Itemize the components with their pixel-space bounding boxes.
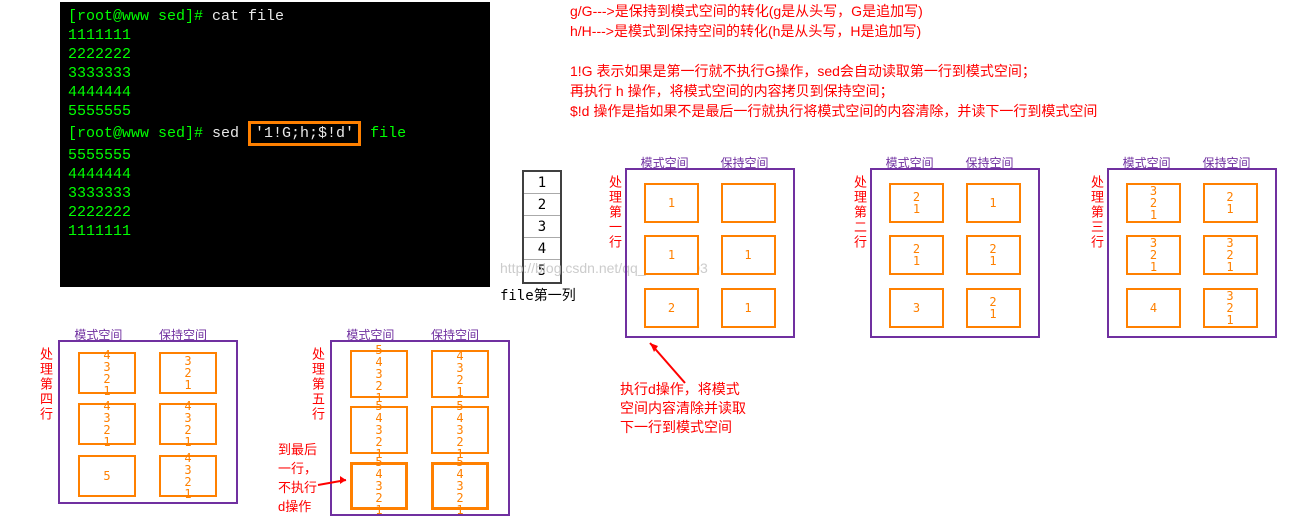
terminal: [root@www sed]# cat file 1111111 2222222… <box>60 2 490 287</box>
terminal-output: 3333333 <box>68 184 482 203</box>
terminal-line: [root@www sed]# cat file <box>68 7 482 26</box>
hold-space-cell: 321 <box>1203 235 1258 275</box>
pattern-space-cell: 21 <box>889 235 944 275</box>
step-vlabel: 处理第三行 <box>1087 175 1106 250</box>
hold-space-cell: 321 <box>159 352 217 394</box>
terminal-output: 1111111 <box>68 222 482 241</box>
step-panel: 模式空间保持空间处理第二行2112121321 <box>870 168 1040 338</box>
terminal-output: 4444444 <box>68 83 482 102</box>
step-vlabel: 处理第二行 <box>850 175 869 250</box>
note-line5: $!d 操作是指如果不是最后一行就执行将模式空间的内容清除，并读下一行到模式空间 <box>570 102 1097 121</box>
file-row: 3 <box>524 216 560 238</box>
step-vlabel: 处理第五行 <box>308 347 327 422</box>
pattern-space-cell: 2 <box>644 288 699 328</box>
terminal-output: 1111111 <box>68 26 482 45</box>
pattern-space-cell: 4321 <box>78 352 136 394</box>
step-panel: 模式空间保持空间处理第四行43213214321432154321 <box>58 340 238 504</box>
note-line2: h/H--->是模式到保持空间的转化(h是从头写，H是追加写) <box>570 22 921 41</box>
step-panel: 模式空间保持空间处理第一行11121 <box>625 168 795 338</box>
terminal-output: 4444444 <box>68 165 482 184</box>
hold-space-cell: 4321 <box>159 403 217 445</box>
hold-space-cell: 321 <box>1203 288 1258 328</box>
hold-space-cell: 54321 <box>431 462 489 510</box>
cmd: file <box>361 125 406 142</box>
prompt: [root@www sed]# <box>68 125 212 142</box>
pattern-space-header: 模式空间 <box>74 326 122 343</box>
terminal-line: [root@www sed]# sed '1!G;h;$!d' file <box>68 121 482 146</box>
pattern-space-cell: 4 <box>1126 288 1181 328</box>
hold-space-cell: 1 <box>721 288 776 328</box>
note-line3: 1!G 表示如果是第一行就不执行G操作，sed会自动读取第一行到模式空间； <box>570 62 1036 81</box>
pattern-space-cell: 5 <box>78 455 136 497</box>
pattern-space-header: 模式空间 <box>1123 154 1171 171</box>
terminal-output: 5555555 <box>68 146 482 165</box>
note-line4: 再执行 h 操作，将模式空间的内容拷贝到保持空间； <box>570 82 894 101</box>
d-note: 执行d操作，将模式 空间内容清除并读取 下一行到模式空间 <box>620 380 746 437</box>
hold-space-cell: 4321 <box>159 455 217 497</box>
pattern-space-cell: 3 <box>889 288 944 328</box>
hold-space-cell: 21 <box>966 288 1021 328</box>
hold-space-cell: 54321 <box>431 406 489 454</box>
hold-space-cell: 1 <box>966 183 1021 223</box>
hold-space-cell: 21 <box>966 235 1021 275</box>
cmd: sed <box>212 125 248 142</box>
hold-space-header: 保持空间 <box>1203 154 1251 171</box>
pattern-space-cell: 321 <box>1126 183 1181 223</box>
note-line1: g/G--->是保持到模式空间的转化(g是从头写，G是追加写) <box>570 2 923 21</box>
hold-space-header: 保持空间 <box>721 154 769 171</box>
pattern-space-cell: 54321 <box>350 350 408 398</box>
pattern-space-cell: 321 <box>1126 235 1181 275</box>
hold-space-cell: 1 <box>721 235 776 275</box>
hold-space-header: 保持空间 <box>431 326 479 343</box>
pattern-space-cell: 1 <box>644 235 699 275</box>
step-vlabel: 处理第一行 <box>605 175 624 250</box>
pattern-space-header: 模式空间 <box>641 154 689 171</box>
cmd: cat file <box>212 8 284 25</box>
hold-space-header: 保持空间 <box>159 326 207 343</box>
pattern-space-header: 模式空间 <box>346 326 394 343</box>
terminal-output: 3333333 <box>68 64 482 83</box>
file-row: 2 <box>524 194 560 216</box>
pattern-space-cell: 54321 <box>350 406 408 454</box>
hold-space-cell: 21 <box>1203 183 1258 223</box>
prompt: [root@www sed]# <box>68 8 212 25</box>
file-row: 1 <box>524 172 560 194</box>
hold-space-cell: 4321 <box>431 350 489 398</box>
hold-space-cell <box>721 183 776 223</box>
file-row: 4 <box>524 238 560 260</box>
terminal-output: 2222222 <box>68 45 482 64</box>
pattern-space-header: 模式空间 <box>886 154 934 171</box>
step-vlabel: 处理第四行 <box>36 347 55 422</box>
d-arrow-icon <box>640 338 700 388</box>
pattern-space-cell: 54321 <box>350 462 408 510</box>
step-panel: 模式空间保持空间处理第三行321213213214321 <box>1107 168 1277 338</box>
last-row-note: 到最后 一行， 不执行 d操作 <box>278 440 317 516</box>
last-arrow-icon <box>318 470 358 500</box>
terminal-output: 2222222 <box>68 203 482 222</box>
terminal-output: 5555555 <box>68 102 482 121</box>
pattern-space-cell: 4321 <box>78 403 136 445</box>
pattern-space-cell: 21 <box>889 183 944 223</box>
sed-command-highlight: '1!G;h;$!d' <box>248 121 361 146</box>
file-col-label: file第一列 <box>500 285 576 305</box>
hold-space-header: 保持空间 <box>966 154 1014 171</box>
pattern-space-cell: 1 <box>644 183 699 223</box>
